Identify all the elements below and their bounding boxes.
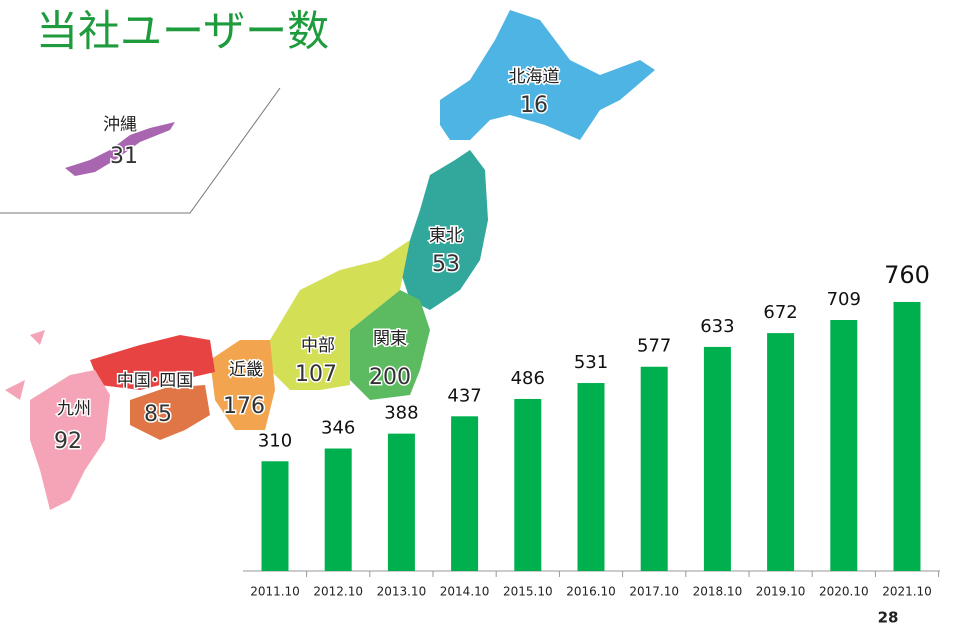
hokkaido xyxy=(440,10,655,140)
value-label: 346 xyxy=(321,418,355,439)
value-label: 486 xyxy=(511,368,545,389)
chugoku xyxy=(90,335,215,390)
x-tick-label: 2018.10 xyxy=(693,585,743,599)
x-tick-label: 2016.10 xyxy=(566,585,616,599)
bar xyxy=(387,433,415,571)
region-name: 中国･四国 xyxy=(117,371,194,391)
region-value: 85 xyxy=(144,402,172,427)
value-label: 531 xyxy=(574,352,608,373)
x-tick-label: 2014.10 xyxy=(440,585,490,599)
kinki xyxy=(210,340,275,430)
x-tick-label: 2012.10 xyxy=(313,585,363,599)
page-number: 28 xyxy=(878,609,899,627)
shikoku xyxy=(130,385,210,440)
inset-frame xyxy=(0,87,281,214)
kyushu xyxy=(30,370,110,510)
region-name: 沖縄 xyxy=(103,115,137,135)
region-value: 200 xyxy=(369,365,411,390)
value-label: 709 xyxy=(827,289,861,310)
region-value: 92 xyxy=(54,429,82,454)
x-tick-label: 2015.10 xyxy=(503,585,553,599)
value-label: 388 xyxy=(384,403,418,424)
x-tick-label: 2020.10 xyxy=(819,585,869,599)
value-label: 672 xyxy=(763,302,797,323)
region-name: 関東 xyxy=(373,329,407,349)
region-value: 107 xyxy=(295,362,337,387)
map xyxy=(5,10,655,510)
bar xyxy=(767,333,795,571)
value-label: 760 xyxy=(884,261,930,289)
bar xyxy=(324,448,352,571)
region-value: 16 xyxy=(520,93,548,118)
value-label: 577 xyxy=(637,336,671,357)
x-tick-label: 2011.10 xyxy=(250,585,300,599)
bar xyxy=(640,366,668,571)
chubu xyxy=(270,240,410,390)
x-tick-label: 2013.10 xyxy=(377,585,427,599)
bar xyxy=(451,416,479,571)
region-name: 近畿 xyxy=(229,360,263,380)
bar xyxy=(577,383,605,571)
region-value: 53 xyxy=(432,252,460,277)
region-name: 東北 xyxy=(429,226,463,246)
okinawa xyxy=(65,122,175,176)
region-name: 北海道 xyxy=(509,67,560,87)
islands xyxy=(5,330,45,400)
kanto xyxy=(350,290,430,400)
title: 当社ユーザー数 xyxy=(36,7,329,56)
x-tick-label: 2017.10 xyxy=(629,585,679,599)
region-value: 176 xyxy=(223,394,265,419)
tohoku xyxy=(400,150,488,310)
region-name: 九州 xyxy=(57,399,91,419)
region-value: 31 xyxy=(110,144,138,169)
bar xyxy=(514,398,542,571)
bar xyxy=(830,320,858,571)
x-tick-label: 2019.10 xyxy=(756,585,806,599)
x-tick-label: 2021.10 xyxy=(882,585,932,599)
value-label: 633 xyxy=(700,316,734,337)
bar xyxy=(893,301,921,571)
value-label: 437 xyxy=(447,385,481,406)
region-name: 中部 xyxy=(301,336,335,356)
bar xyxy=(261,461,289,571)
bar xyxy=(703,346,731,571)
value-label: 310 xyxy=(258,430,292,451)
